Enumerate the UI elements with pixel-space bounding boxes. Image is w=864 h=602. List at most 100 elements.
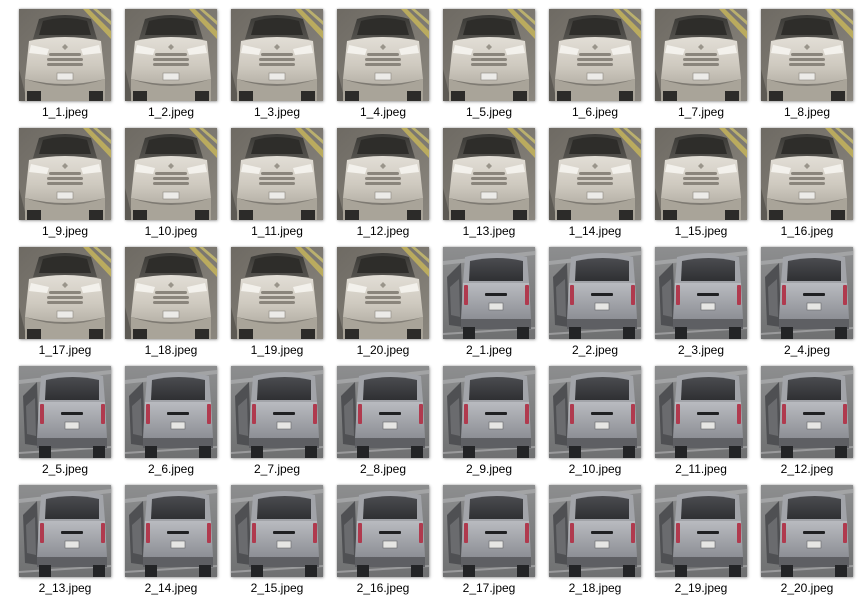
file-item[interactable]: 2_15.jpeg xyxy=(231,485,323,601)
file-item[interactable]: 2_8.jpeg xyxy=(337,366,429,482)
car-rear-thumbnail[interactable] xyxy=(231,366,323,458)
car-rear-thumbnail[interactable] xyxy=(337,485,429,577)
file-item[interactable]: 2_6.jpeg xyxy=(125,366,217,482)
file-item[interactable]: 2_10.jpeg xyxy=(549,366,641,482)
car-rear-thumbnail[interactable] xyxy=(125,485,217,577)
file-item[interactable]: 2_12.jpeg xyxy=(761,366,853,482)
car-front-thumbnail[interactable] xyxy=(549,128,641,220)
file-item[interactable]: 2_3.jpeg xyxy=(655,247,747,363)
car-rear-thumbnail[interactable] xyxy=(655,247,747,339)
file-item[interactable]: 2_16.jpeg xyxy=(337,485,429,601)
car-rear-thumbnail[interactable] xyxy=(443,247,535,339)
car-front-thumbnail[interactable] xyxy=(19,247,111,339)
file-item[interactable]: 1_10.jpeg xyxy=(125,128,217,244)
car-front-thumbnail[interactable] xyxy=(337,247,429,339)
file-item[interactable]: 1_18.jpeg xyxy=(125,247,217,363)
car-rear-thumbnail[interactable] xyxy=(655,485,747,577)
file-item[interactable]: 2_9.jpeg xyxy=(443,366,535,482)
file-name-label: 2_10.jpeg xyxy=(568,462,622,476)
car-front-thumbnail[interactable] xyxy=(19,9,111,101)
car-front-thumbnail[interactable] xyxy=(655,9,747,101)
file-item[interactable]: 1_3.jpeg xyxy=(231,9,323,125)
file-item[interactable]: 1_9.jpeg xyxy=(19,128,111,244)
file-name-label: 1_19.jpeg xyxy=(250,343,304,357)
car-rear-thumbnail[interactable] xyxy=(19,485,111,577)
file-name-label: 2_14.jpeg xyxy=(144,581,198,595)
file-item[interactable]: 1_6.jpeg xyxy=(549,9,641,125)
file-item[interactable]: 1_7.jpeg xyxy=(655,9,747,125)
file-item[interactable]: 1_16.jpeg xyxy=(761,128,853,244)
file-item[interactable]: 2_17.jpeg xyxy=(443,485,535,601)
car-rear-thumbnail[interactable] xyxy=(549,247,641,339)
file-item[interactable]: 1_1.jpeg xyxy=(19,9,111,125)
file-item[interactable]: 1_11.jpeg xyxy=(231,128,323,244)
file-item[interactable]: 2_7.jpeg xyxy=(231,366,323,482)
file-item[interactable]: 2_14.jpeg xyxy=(125,485,217,601)
car-front-thumbnail[interactable] xyxy=(443,9,535,101)
file-item[interactable]: 2_4.jpeg xyxy=(761,247,853,363)
car-rear-thumbnail[interactable] xyxy=(19,366,111,458)
file-name-label: 1_12.jpeg xyxy=(356,224,410,238)
file-name-label: 2_12.jpeg xyxy=(780,462,834,476)
file-name-label: 2_15.jpeg xyxy=(250,581,304,595)
car-front-thumbnail[interactable] xyxy=(231,128,323,220)
file-item[interactable]: 1_19.jpeg xyxy=(231,247,323,363)
file-name-label: 1_7.jpeg xyxy=(677,105,725,119)
file-item[interactable]: 1_8.jpeg xyxy=(761,9,853,125)
car-rear-thumbnail[interactable] xyxy=(443,485,535,577)
car-front-thumbnail[interactable] xyxy=(125,9,217,101)
file-item[interactable]: 1_13.jpeg xyxy=(443,128,535,244)
car-front-thumbnail[interactable] xyxy=(655,128,747,220)
car-rear-thumbnail[interactable] xyxy=(655,366,747,458)
file-item[interactable]: 2_18.jpeg xyxy=(549,485,641,601)
file-item[interactable]: 2_2.jpeg xyxy=(549,247,641,363)
file-name-label: 2_5.jpeg xyxy=(41,462,89,476)
file-item[interactable]: 1_20.jpeg xyxy=(337,247,429,363)
file-name-label: 2_8.jpeg xyxy=(359,462,407,476)
car-rear-thumbnail[interactable] xyxy=(761,247,853,339)
car-front-thumbnail[interactable] xyxy=(231,9,323,101)
file-item[interactable]: 1_15.jpeg xyxy=(655,128,747,244)
car-front-thumbnail[interactable] xyxy=(125,247,217,339)
car-front-thumbnail[interactable] xyxy=(443,128,535,220)
file-name-label: 1_11.jpeg xyxy=(251,224,303,238)
file-item[interactable]: 2_19.jpeg xyxy=(655,485,747,601)
car-front-thumbnail[interactable] xyxy=(761,128,853,220)
car-front-thumbnail[interactable] xyxy=(549,9,641,101)
car-rear-thumbnail[interactable] xyxy=(549,485,641,577)
car-rear-thumbnail[interactable] xyxy=(549,366,641,458)
file-name-label: 1_4.jpeg xyxy=(359,105,407,119)
car-front-thumbnail[interactable] xyxy=(337,128,429,220)
file-name-label: 1_13.jpeg xyxy=(462,224,516,238)
file-name-label: 1_3.jpeg xyxy=(253,105,301,119)
file-item[interactable]: 2_13.jpeg xyxy=(19,485,111,601)
file-item[interactable]: 1_4.jpeg xyxy=(337,9,429,125)
file-item[interactable]: 2_1.jpeg xyxy=(443,247,535,363)
car-front-thumbnail[interactable] xyxy=(761,9,853,101)
file-item[interactable]: 2_20.jpeg xyxy=(761,485,853,601)
file-item[interactable]: 2_5.jpeg xyxy=(19,366,111,482)
car-front-thumbnail[interactable] xyxy=(231,247,323,339)
file-name-label: 2_2.jpeg xyxy=(571,343,619,357)
file-item[interactable]: 1_14.jpeg xyxy=(549,128,641,244)
file-name-label: 2_11.jpeg xyxy=(675,462,727,476)
car-rear-thumbnail[interactable] xyxy=(337,366,429,458)
car-rear-thumbnail[interactable] xyxy=(761,366,853,458)
file-name-label: 1_15.jpeg xyxy=(674,224,728,238)
car-front-thumbnail[interactable] xyxy=(19,128,111,220)
car-rear-thumbnail[interactable] xyxy=(443,366,535,458)
file-name-label: 2_13.jpeg xyxy=(38,581,92,595)
file-item[interactable]: 1_2.jpeg xyxy=(125,9,217,125)
file-item[interactable]: 1_12.jpeg xyxy=(337,128,429,244)
file-item[interactable]: 1_17.jpeg xyxy=(19,247,111,363)
car-rear-thumbnail[interactable] xyxy=(231,485,323,577)
file-name-label: 2_20.jpeg xyxy=(780,581,834,595)
car-rear-thumbnail[interactable] xyxy=(761,485,853,577)
car-rear-thumbnail[interactable] xyxy=(125,366,217,458)
car-front-thumbnail[interactable] xyxy=(337,9,429,101)
file-item[interactable]: 1_5.jpeg xyxy=(443,9,535,125)
car-front-thumbnail[interactable] xyxy=(125,128,217,220)
file-item[interactable]: 2_11.jpeg xyxy=(655,366,747,482)
file-name-label: 2_9.jpeg xyxy=(465,462,513,476)
